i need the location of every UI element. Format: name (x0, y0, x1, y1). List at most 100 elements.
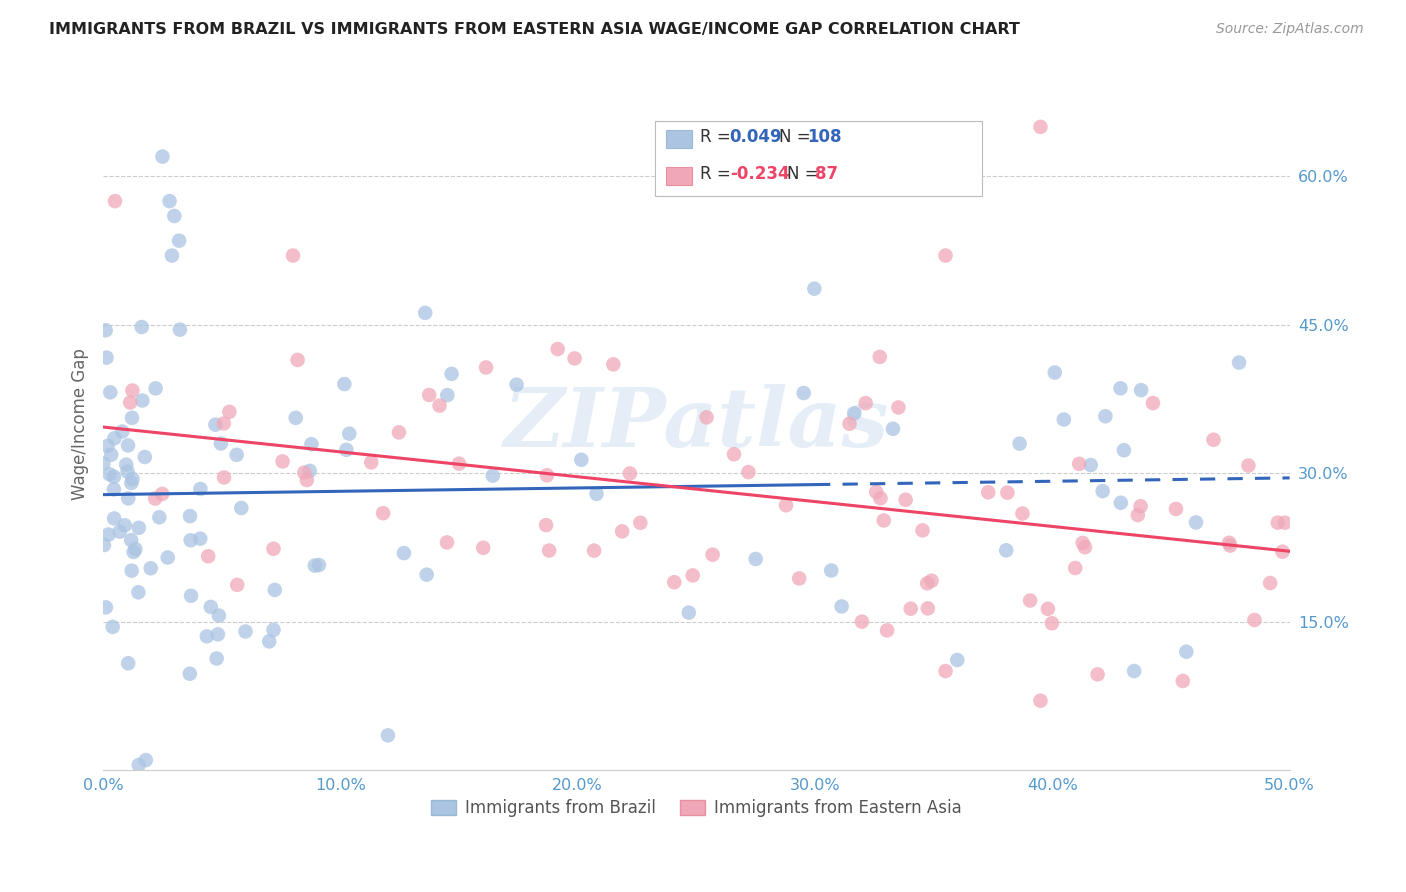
Point (121, 384, 143, 398)
Point (744, 552, 766, 566)
Point (538, 543, 561, 558)
Text: N =: N = (779, 128, 815, 146)
Text: 108: 108 (807, 128, 842, 146)
Point (121, 472, 143, 486)
Point (1029, 694, 1052, 708)
Point (226, 578, 249, 592)
Point (263, 582, 285, 597)
Point (1074, 540, 1097, 554)
Point (436, 388, 458, 402)
Point (103, 483, 125, 497)
Point (1258, 576, 1281, 591)
Point (122, 545, 145, 559)
Point (179, 509, 201, 524)
Point (995, 543, 1018, 558)
Point (803, 282, 825, 296)
Point (156, 550, 179, 565)
Point (103, 511, 125, 525)
Point (128, 521, 150, 535)
Point (894, 492, 917, 507)
Point (418, 388, 440, 402)
Point (1109, 381, 1132, 395)
Point (472, 541, 495, 555)
Point (218, 405, 240, 419)
Point (333, 377, 356, 392)
Point (1271, 544, 1294, 558)
Point (103, 431, 125, 445)
Point (96, 351, 118, 365)
Point (737, 465, 759, 479)
Point (101, 620, 124, 634)
Point (104, 194, 127, 208)
Point (1043, 366, 1066, 380)
Point (678, 606, 700, 620)
Point (436, 535, 458, 549)
Point (534, 518, 557, 533)
Point (844, 406, 866, 420)
Text: N =: N = (787, 165, 824, 184)
Point (602, 357, 624, 371)
Point (1112, 443, 1135, 458)
Point (200, 599, 222, 614)
Point (377, 728, 399, 742)
Point (1237, 458, 1260, 473)
Point (1175, 645, 1198, 659)
Point (831, 599, 853, 614)
Point (167, 234, 190, 248)
Point (195, 629, 218, 643)
Point (569, 452, 592, 467)
Point (179, 666, 201, 681)
Point (100, 448, 122, 462)
Point (1036, 602, 1059, 616)
Point (1164, 502, 1187, 516)
Point (295, 473, 318, 487)
Point (120, 475, 142, 490)
Point (911, 524, 934, 538)
Point (820, 564, 842, 578)
Point (121, 410, 143, 425)
Point (1053, 412, 1076, 426)
Point (337, 426, 360, 441)
Point (93, 457, 115, 471)
Point (934, 248, 956, 262)
Point (628, 516, 651, 530)
Point (1227, 355, 1250, 369)
Point (150, 487, 173, 501)
Point (696, 410, 718, 425)
Text: -0.234: -0.234 (730, 165, 789, 184)
Point (917, 601, 939, 615)
Point (145, 381, 167, 395)
Point (160, 248, 183, 262)
Point (114, 518, 136, 533)
Point (475, 360, 498, 375)
Point (921, 574, 943, 588)
Y-axis label: Wage/Income Gap: Wage/Income Gap (72, 348, 89, 500)
Point (793, 386, 815, 401)
Point (1071, 536, 1094, 550)
Point (143, 491, 166, 506)
Point (440, 367, 463, 381)
Point (257, 634, 280, 648)
Point (190, 482, 212, 496)
Point (301, 437, 323, 451)
Text: 0.049: 0.049 (730, 128, 782, 146)
Point (536, 468, 558, 483)
Point (838, 417, 860, 431)
Point (93, 538, 115, 552)
Point (292, 466, 315, 480)
Point (1126, 508, 1149, 522)
Point (94, 323, 117, 337)
Text: 87: 87 (815, 165, 838, 184)
Point (371, 506, 394, 520)
Text: R =: R = (700, 165, 737, 184)
Point (583, 543, 606, 558)
Point (139, 561, 162, 575)
Point (887, 401, 910, 415)
Point (392, 546, 415, 560)
Point (152, 150, 174, 164)
Point (111, 425, 134, 439)
Point (225, 448, 247, 462)
Point (134, 450, 156, 464)
Point (702, 548, 724, 562)
Point (482, 468, 505, 483)
